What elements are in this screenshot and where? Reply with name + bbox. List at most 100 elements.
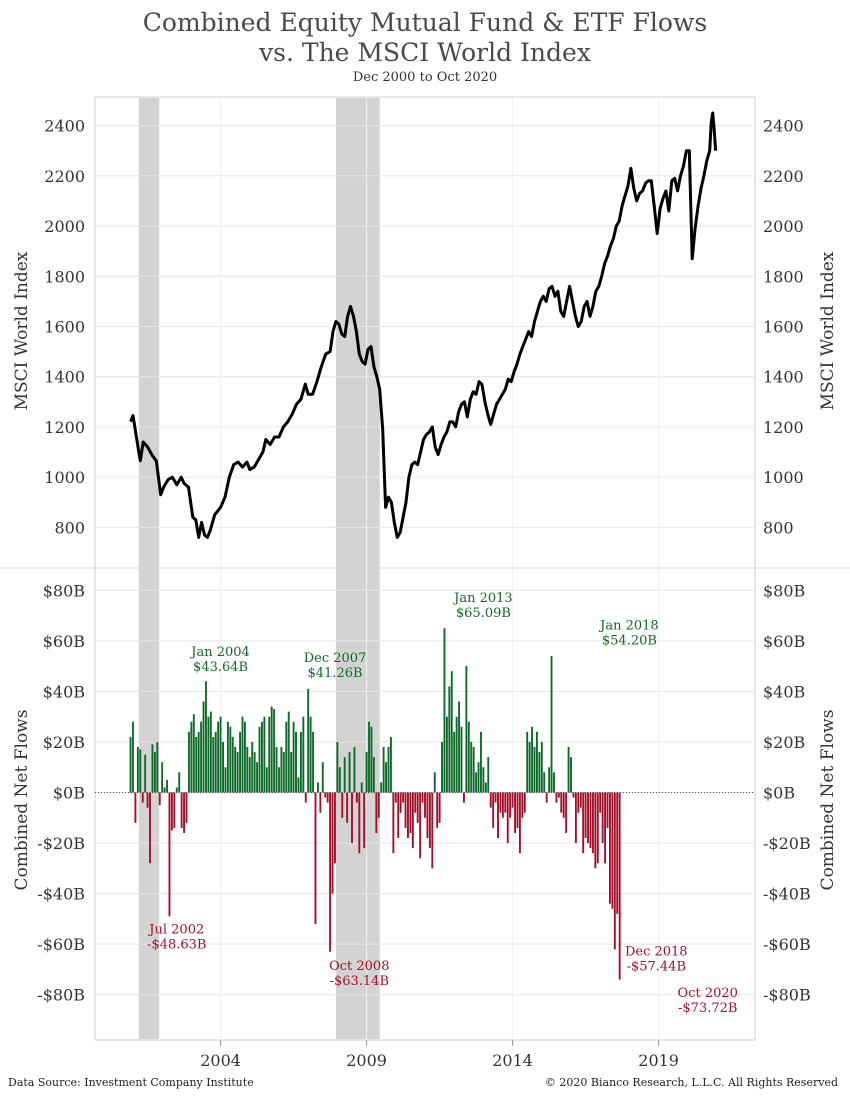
inflow-bar (163, 787, 166, 793)
outflow-bar (419, 792, 422, 859)
inflow-bar (385, 762, 388, 793)
inflow-bar (256, 762, 259, 793)
outflow-bar (363, 792, 366, 849)
outflow-bar (149, 792, 151, 864)
outflow-bar (591, 792, 594, 854)
inflow-bar (460, 726, 463, 793)
flow-bars (129, 628, 621, 980)
inflow-bar (202, 701, 205, 793)
inflow-bar (535, 731, 538, 793)
inflow-bar (243, 721, 246, 793)
inflow-bar (278, 767, 280, 793)
index-tick-label-left: 1800 (44, 267, 85, 286)
index-tick-label-left: 800 (54, 518, 85, 537)
annotation-date: Jan 2018 (598, 618, 659, 633)
chart-subtitle: Dec 2000 to Oct 2020 (352, 70, 498, 85)
inflow-bar (487, 757, 490, 793)
chart-title-line-2: vs. The MSCI World Index (259, 38, 591, 67)
inflow-bar (251, 741, 254, 793)
index-tick-label-right: 2200 (763, 167, 804, 186)
outflow-bar (606, 792, 609, 828)
outflow-bar (565, 792, 568, 833)
flows-tick-label-left: $40B (43, 682, 85, 701)
outflow-bar (329, 792, 332, 952)
inflow-bar (370, 726, 373, 793)
inflow-bar (368, 721, 370, 793)
data-source-note: Data Source: Investment Company Institut… (8, 1076, 254, 1089)
msci-world-index-line (129, 111, 718, 539)
outflow-bar (416, 792, 419, 823)
inflow-bar (467, 721, 470, 793)
annotation-amount: -$63.14B (330, 974, 389, 989)
index-tick-label-left: 1000 (44, 468, 85, 487)
outflow-bar (511, 792, 514, 808)
inflow-bar (380, 782, 383, 793)
inflow-bar (533, 747, 536, 793)
inflow-bar (265, 767, 268, 793)
inflow-bar (280, 747, 283, 793)
chart-title: Combined Equity Mutual Fund & ETF Flows … (0, 8, 850, 68)
inflow-bar (178, 772, 181, 793)
inflow-bar (132, 721, 134, 793)
inflow-bar (239, 731, 241, 793)
flows-tick-label-right: $40B (763, 682, 805, 701)
x-tick-label: 2009 (346, 1051, 387, 1070)
inflow-bar (275, 747, 278, 793)
inflow-bar (139, 749, 142, 793)
annotation-date: Jul 2002 (147, 922, 204, 937)
index-tick-label-left: 2000 (44, 217, 85, 236)
outflow-bar (402, 792, 405, 803)
inflow-bar (475, 772, 478, 793)
inflow-bar (151, 744, 154, 793)
inflow-bar (292, 721, 295, 793)
inflow-bar (273, 709, 276, 793)
inflow-bar (531, 726, 534, 793)
inflow-bar (543, 772, 546, 793)
inflow-bar (441, 741, 443, 793)
inflow-bar (455, 716, 458, 793)
flows-tick-label-right: -$60B (763, 935, 811, 954)
inflow-bar (234, 747, 237, 793)
outflow-bar (180, 792, 183, 828)
inflow-bar (477, 762, 480, 793)
annotation-date: Jan 2013 (452, 591, 513, 606)
inflow-bar (229, 726, 232, 793)
inflow-bar (175, 787, 178, 793)
annotation-amount: $65.09B (456, 606, 511, 621)
recession-band (138, 98, 160, 1039)
outflow-bar (596, 792, 599, 864)
inflow-bar (166, 779, 168, 793)
inflow-bar (200, 721, 203, 793)
inflow-bar (207, 716, 210, 793)
inflow-bar (270, 706, 273, 793)
outflow-bar (618, 792, 621, 980)
outflow-bar (324, 792, 327, 798)
outflow-bar (346, 792, 349, 823)
outflow-bar (377, 792, 380, 818)
inflow-bar (217, 721, 220, 793)
inflow-bar (302, 716, 305, 793)
inflow-bar (226, 721, 229, 793)
inflow-bar (236, 752, 239, 793)
outflow-bar (613, 792, 616, 950)
outflow-bar (514, 792, 516, 833)
inflow-bar (231, 736, 234, 793)
inflow-bar (224, 767, 227, 793)
flows-axis-title-right: Combined Net Flows (818, 710, 838, 891)
outflow-bar (134, 792, 137, 823)
flows-tick-label-right: -$40B (763, 885, 811, 904)
inflow-bar (161, 762, 164, 793)
inflow-bar (258, 726, 261, 793)
outflow-bar (426, 792, 429, 838)
flows-tick-label-right: $0B (763, 784, 795, 803)
index-axis-title-left: MSCI World Index (12, 251, 32, 410)
outflow-bar (604, 792, 607, 864)
annotation-amount: $41.26B (308, 666, 363, 681)
outflow-bar (185, 792, 188, 823)
outflow-bar (584, 792, 587, 838)
outflow-bar (599, 792, 602, 813)
x-tick-label: 2019 (638, 1051, 679, 1070)
outflow-bar (601, 792, 604, 844)
inflow-bar (567, 747, 570, 793)
x-tick-label: 2014 (492, 1051, 533, 1070)
